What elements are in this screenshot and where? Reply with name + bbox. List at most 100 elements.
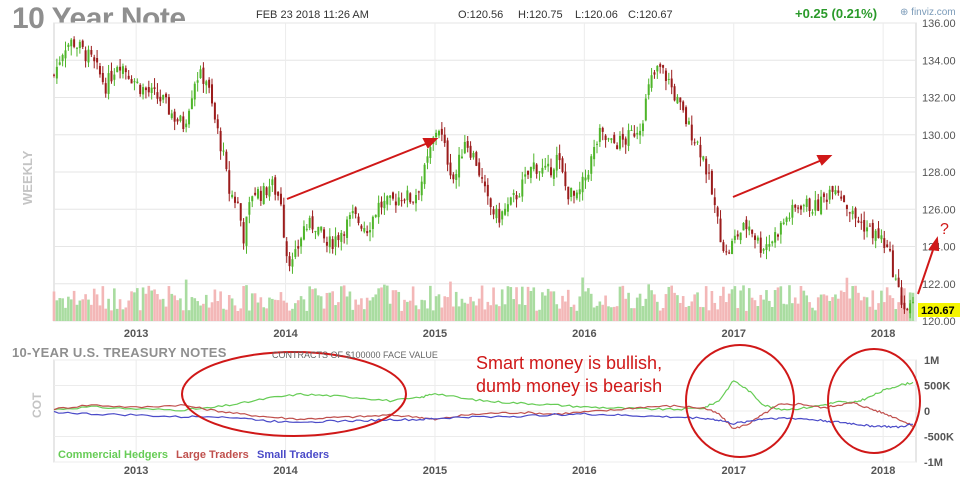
volume-bar bbox=[905, 309, 909, 321]
candle-body bbox=[871, 222, 874, 239]
volume-bar bbox=[52, 291, 56, 321]
volume-bar bbox=[541, 292, 544, 321]
volume-bar bbox=[351, 309, 355, 321]
candle-body bbox=[277, 191, 280, 196]
volume-bar bbox=[138, 310, 142, 321]
volume-bar bbox=[406, 301, 409, 321]
candle-body bbox=[176, 119, 179, 122]
brand-link[interactable]: ⊕ finviz.com bbox=[900, 7, 956, 18]
volume-bar bbox=[710, 291, 714, 321]
brand-icon: ⊕ bbox=[900, 7, 912, 18]
candle-body bbox=[584, 177, 587, 181]
volume-bar bbox=[592, 307, 596, 321]
cot-x-tick-label: 2013 bbox=[124, 465, 148, 477]
candle-body bbox=[788, 217, 791, 219]
candle-body bbox=[483, 181, 486, 187]
candle-body bbox=[650, 75, 653, 88]
header-high: H:120.75 bbox=[518, 9, 563, 21]
volume-bar bbox=[420, 299, 424, 321]
last-price-bg bbox=[918, 303, 960, 317]
candle-body bbox=[279, 193, 282, 205]
candle-body bbox=[377, 202, 380, 218]
candle-body bbox=[797, 207, 800, 209]
volume-bar bbox=[55, 300, 59, 321]
volume-bar bbox=[518, 304, 521, 321]
candle-body bbox=[656, 65, 659, 72]
candle-body bbox=[472, 152, 475, 158]
candle-body bbox=[360, 225, 363, 229]
candle-body bbox=[328, 236, 331, 248]
volume-bar bbox=[681, 296, 685, 321]
volume-bar bbox=[768, 300, 771, 321]
candle-body bbox=[354, 207, 357, 215]
volume-bar bbox=[158, 299, 162, 321]
volume-bar bbox=[58, 298, 62, 321]
volume-bar bbox=[90, 304, 93, 321]
candle-body bbox=[851, 210, 854, 215]
candle-body bbox=[521, 179, 524, 197]
candle-body bbox=[765, 244, 768, 250]
volume-bar bbox=[314, 288, 317, 321]
arrow-2018-head bbox=[928, 236, 940, 252]
candle-body bbox=[808, 198, 811, 211]
volume-bar bbox=[342, 285, 346, 321]
candle-body bbox=[679, 97, 682, 103]
volume-bar bbox=[535, 310, 538, 321]
candle-body bbox=[159, 96, 162, 102]
candle-body bbox=[633, 133, 636, 137]
candle-body bbox=[664, 70, 667, 81]
volume-bar bbox=[204, 294, 208, 321]
candle-body bbox=[667, 78, 670, 80]
volume-bar bbox=[84, 294, 87, 321]
candle-body bbox=[595, 143, 598, 145]
candle-body bbox=[762, 249, 765, 251]
volume-bar bbox=[891, 298, 895, 321]
volume-bar bbox=[469, 296, 472, 321]
candle-body bbox=[733, 235, 736, 241]
volume-bar bbox=[202, 303, 205, 321]
candle-body bbox=[363, 227, 366, 232]
candle-body bbox=[400, 200, 403, 202]
candle-body bbox=[437, 130, 440, 136]
header-open: O:120.56 bbox=[458, 9, 504, 21]
volume-bar bbox=[130, 291, 133, 321]
candle-body bbox=[868, 225, 871, 227]
candle-body bbox=[880, 235, 883, 240]
volume-bar bbox=[638, 293, 642, 321]
candle-body bbox=[222, 150, 225, 152]
volume-bar bbox=[225, 309, 228, 321]
candle-body bbox=[478, 162, 481, 176]
volume-bar bbox=[612, 306, 616, 321]
candle-body bbox=[394, 201, 397, 206]
candle-body bbox=[618, 135, 621, 149]
price-y-ticks: 120.00 122.00 124.00 126.00 128.00 130.00 132.… bbox=[922, 18, 956, 328]
candle-body bbox=[731, 240, 734, 254]
arrow-2017-line bbox=[732, 159, 823, 198]
candle-body bbox=[817, 199, 820, 211]
volume-bar bbox=[222, 308, 225, 321]
volume-bar bbox=[719, 295, 722, 321]
candle-body bbox=[231, 194, 234, 198]
volume-bar bbox=[828, 300, 832, 321]
volume-bar bbox=[492, 287, 495, 321]
candle-body bbox=[506, 204, 509, 212]
volume-bar bbox=[164, 306, 168, 321]
ellipse-2018 bbox=[827, 348, 921, 454]
candle-body bbox=[346, 219, 349, 238]
volume-bar bbox=[64, 307, 67, 321]
candle-body bbox=[348, 215, 351, 220]
candle-body bbox=[406, 190, 409, 201]
candle-body bbox=[590, 156, 593, 174]
candle-body bbox=[814, 200, 817, 211]
volume-bar bbox=[179, 298, 182, 321]
question-mark: ? bbox=[940, 221, 949, 238]
arrow-2014-line bbox=[286, 142, 429, 200]
volume-bar bbox=[865, 297, 869, 321]
candle-body bbox=[397, 197, 400, 206]
candle-body bbox=[791, 204, 794, 218]
annotation-line-2: dumb money is bearish bbox=[476, 376, 663, 396]
cot-line-small bbox=[53, 410, 913, 429]
candle-body bbox=[205, 81, 208, 86]
volume-bar bbox=[500, 289, 504, 321]
candle-body bbox=[156, 92, 159, 99]
